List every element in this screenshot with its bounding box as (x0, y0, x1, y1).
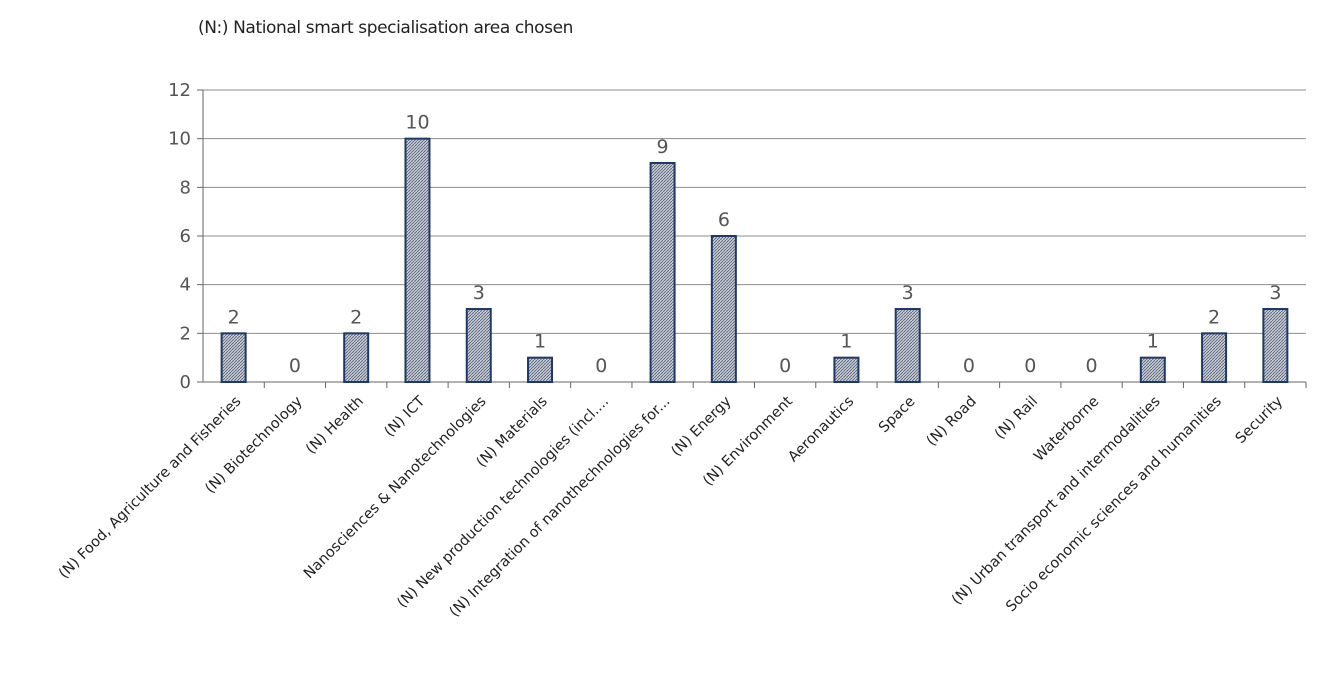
data-label: 0 (1085, 355, 1097, 377)
y-tick-label: 8 (180, 177, 191, 198)
data-label: 0 (1024, 355, 1036, 377)
axes (197, 89, 1307, 388)
y-tick-label: 10 (168, 129, 191, 150)
x-tick-label: (N) Energy (669, 393, 735, 459)
data-label: 9 (657, 136, 669, 158)
data-label: 0 (595, 355, 607, 377)
x-tick-label: Security (1233, 393, 1287, 447)
data-label: 1 (840, 331, 852, 353)
bars (220, 137, 1289, 384)
bar (220, 332, 247, 384)
bar (1139, 356, 1166, 383)
x-tick-label: (N) ICT (382, 393, 429, 440)
y-tick-label: 4 (180, 275, 191, 296)
bar (1262, 308, 1289, 383)
x-tick-label: (N) Urban transport and intermodalities (949, 394, 1164, 609)
x-tick-label: (N) Health (303, 394, 367, 458)
x-tick-label: Aeronautics (785, 394, 857, 466)
x-tick-label: (N) Rail (992, 394, 1041, 443)
bar (710, 235, 737, 383)
bar (894, 308, 921, 383)
x-tick-label: Space (876, 393, 919, 436)
x-tick-label: (N) Integration of nanothechnologies for… (447, 394, 674, 621)
y-tick-label: 2 (180, 323, 191, 344)
data-label: 3 (902, 282, 914, 304)
bar (649, 162, 676, 383)
data-label: 0 (289, 355, 301, 377)
x-tick-label: (N) New production technologies (incl...… (394, 394, 612, 612)
bar (527, 356, 554, 383)
data-label: 1 (534, 331, 546, 353)
x-tick-label: Socio economic sciences and humanities (1003, 394, 1225, 616)
x-tick-label: (N) Road (924, 394, 980, 450)
data-label: 3 (1269, 282, 1281, 304)
data-label: 2 (1208, 306, 1220, 328)
data-label: 3 (473, 282, 485, 304)
y-tick-label: 12 (168, 80, 191, 101)
chart-title: (N:) National smart specialisation area … (198, 18, 574, 38)
data-label: 10 (405, 112, 429, 134)
y-tick-label: 0 (180, 372, 191, 393)
data-label: 2 (350, 306, 362, 328)
data-label: 0 (963, 355, 975, 377)
data-label: 1 (1147, 331, 1159, 353)
bar (1201, 332, 1228, 384)
bar (343, 332, 370, 384)
bar (404, 137, 431, 383)
bar (833, 356, 860, 383)
y-tick-label: 6 (180, 226, 191, 247)
data-label: 6 (718, 209, 730, 231)
data-label: 0 (779, 355, 791, 377)
data-label: 2 (228, 306, 240, 328)
bar (465, 308, 492, 383)
